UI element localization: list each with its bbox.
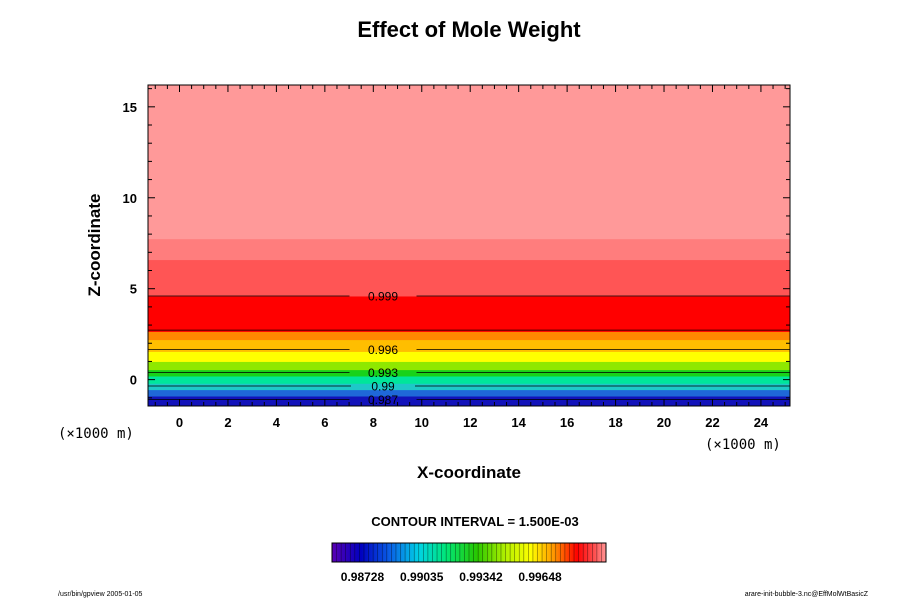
footer-left: /usr/bin/gpview 2005-01-05 <box>58 591 143 598</box>
band-1 <box>148 389 790 397</box>
y-axis-ticks: 0 5 10 15 <box>123 88 790 399</box>
colorbar-labels: 0.98728 0.99035 0.99342 0.99648 <box>341 570 562 584</box>
contour-fill-bands <box>148 85 790 406</box>
x-tick-label: 14 <box>511 415 526 430</box>
y-tick-label: 15 <box>123 100 137 115</box>
x-tick-label: 6 <box>321 415 328 430</box>
contour-label-3: 0.996 <box>368 343 398 357</box>
band-12 <box>148 85 790 240</box>
colorbar-label: 0.99342 <box>459 570 503 584</box>
x-tick-label: 8 <box>370 415 377 430</box>
x-tick-label: 0 <box>176 415 183 430</box>
plot-frame <box>147 84 791 407</box>
y-tick-label: 5 <box>130 282 137 297</box>
x-tick-label: 20 <box>657 415 671 430</box>
x-tick-label: 4 <box>273 415 281 430</box>
x-tick-label: 22 <box>705 415 719 430</box>
chart-title: Effect of Mole Weight <box>357 17 581 42</box>
x-tick-label: 16 <box>560 415 574 430</box>
x-axis-title: X-coordinate <box>417 463 521 482</box>
x-tick-label: 12 <box>463 415 477 430</box>
band-2 <box>148 383 790 391</box>
x-axis-unit: (×1000 m) <box>705 437 781 453</box>
band-7 <box>148 339 790 352</box>
band-4 <box>148 369 790 377</box>
footer-right: arare-init-bubble-3.nc@EffMolWtBasicZ <box>745 591 869 598</box>
y-tick-label: 10 <box>123 191 137 206</box>
band-6 <box>148 351 790 362</box>
band-9 <box>148 295 790 332</box>
y-tick-label: 0 <box>130 373 137 388</box>
colorbar-frame <box>331 542 607 563</box>
contour-interval-text: CONTOUR INTERVAL = 1.500E-03 <box>371 514 578 529</box>
colorbar-label: 0.98728 <box>341 570 385 584</box>
contour-label-2: 0.993 <box>368 366 398 380</box>
band-3 <box>148 375 790 384</box>
x-axis-ticks: 0 2 4 6 8 10 12 14 16 18 20 22 24 <box>154 85 786 430</box>
colorbar: 0.98728 0.99035 0.99342 0.99648 <box>331 542 607 584</box>
y-axis-title: Z-coordinate <box>85 194 104 297</box>
contour-label-0: 0.987 <box>368 393 398 407</box>
x-tick-label: 10 <box>415 415 429 430</box>
contour-label-1: 0.99 <box>371 379 395 393</box>
band-0 <box>148 395 790 406</box>
band-11 <box>148 238 790 261</box>
band-5 <box>148 361 790 371</box>
x-tick-label: 2 <box>224 415 231 430</box>
band-8 <box>148 331 790 341</box>
colorbar-stripes <box>336 543 602 562</box>
x-tick-label: 24 <box>754 415 769 430</box>
contour-label-5: 0.999 <box>368 289 398 303</box>
colorbar-label: 0.99035 <box>400 570 444 584</box>
x-tick-label: 18 <box>608 415 622 430</box>
y-axis-unit: (×1000 m) <box>58 426 134 442</box>
colorbar-label: 0.99648 <box>518 570 562 584</box>
band-10 <box>148 259 790 297</box>
